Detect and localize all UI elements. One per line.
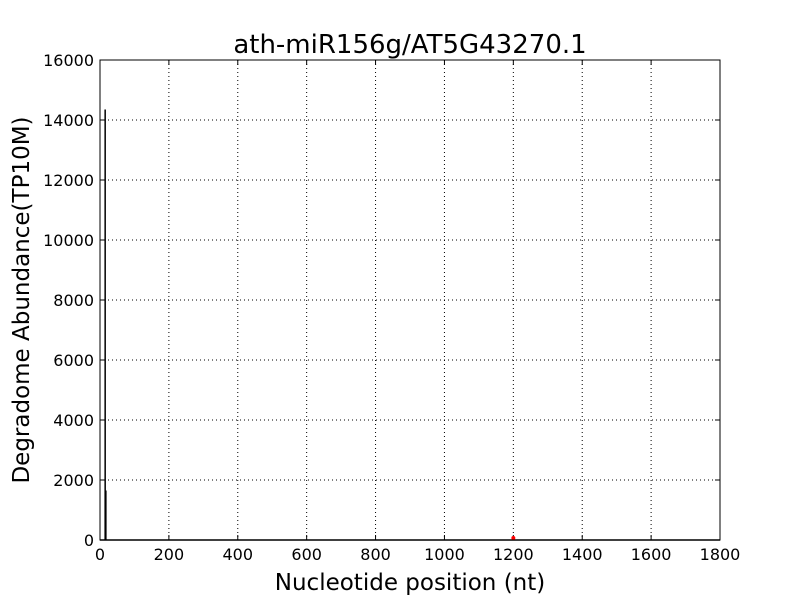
x-tick-label: 1000 <box>424 545 465 564</box>
x-axis-label: Nucleotide position (nt) <box>275 570 545 596</box>
y-tick-label: 14000 <box>43 111 94 130</box>
x-tick-label: 1800 <box>700 545 741 564</box>
series-line <box>100 109 720 541</box>
y-tick-label: 16000 <box>43 51 94 70</box>
y-tick-label: 6000 <box>53 351 94 370</box>
x-tick-label: 1200 <box>493 545 534 564</box>
y-axis-label: Degradome Abundance(TP10M) <box>9 116 35 483</box>
y-tick-label: 12000 <box>43 171 94 190</box>
x-tick-label: 200 <box>154 545 185 564</box>
x-tick-label: 1400 <box>562 545 603 564</box>
y-tick-label: 2000 <box>53 471 94 490</box>
x-tick-label: 0 <box>95 545 105 564</box>
plot-frame <box>99 59 721 541</box>
y-tick-label: 8000 <box>53 291 94 310</box>
x-tick-label: 600 <box>291 545 322 564</box>
x-tick-label: 400 <box>223 545 254 564</box>
chart-title: ath-miR156g/AT5G43270.1 <box>233 30 586 60</box>
x-tick-label: 1600 <box>631 545 672 564</box>
y-tick-label: 10000 <box>43 231 94 250</box>
x-tick-label: 800 <box>360 545 391 564</box>
cleavage-site-marker <box>511 536 516 540</box>
y-tick-label: 4000 <box>53 411 94 430</box>
y-tick-label: 0 <box>84 531 94 550</box>
